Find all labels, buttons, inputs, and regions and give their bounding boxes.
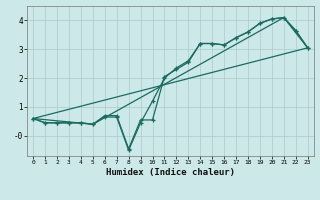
X-axis label: Humidex (Indice chaleur): Humidex (Indice chaleur) <box>106 168 235 177</box>
